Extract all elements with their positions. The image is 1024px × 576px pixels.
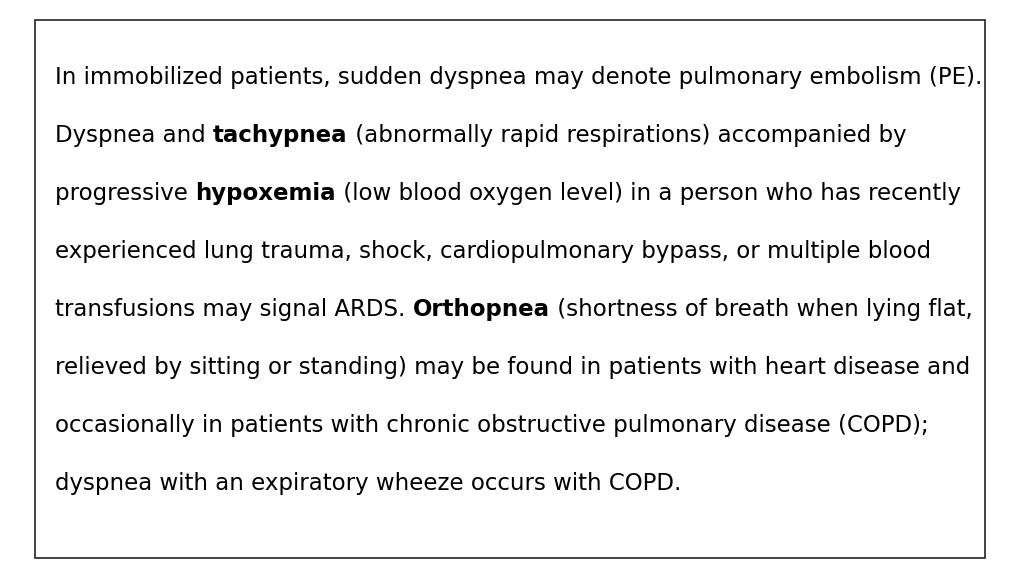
Text: (shortness of breath when lying flat,: (shortness of breath when lying flat, [550, 298, 973, 321]
Text: (low blood oxygen level) in a person who has recently: (low blood oxygen level) in a person who… [336, 182, 961, 205]
Text: Dyspnea and: Dyspnea and [55, 124, 213, 147]
Text: In immobilized patients, sudden dyspnea may denote pulmonary embolism (PE).: In immobilized patients, sudden dyspnea … [55, 66, 982, 89]
Text: Orthopnea: Orthopnea [413, 298, 550, 321]
Text: (abnormally rapid respirations) accompanied by: (abnormally rapid respirations) accompan… [347, 124, 906, 147]
Text: relieved by sitting or standing) may be found in patients with heart disease and: relieved by sitting or standing) may be … [55, 356, 971, 379]
Text: tachypnea: tachypnea [213, 124, 347, 147]
Text: hypoxemia: hypoxemia [196, 182, 336, 205]
Text: dyspnea with an expiratory wheeze occurs with COPD.: dyspnea with an expiratory wheeze occurs… [55, 472, 681, 495]
Text: occasionally in patients with chronic obstructive pulmonary disease (COPD);: occasionally in patients with chronic ob… [55, 414, 929, 437]
Text: progressive: progressive [55, 182, 196, 205]
Text: transfusions may signal ARDS.: transfusions may signal ARDS. [55, 298, 413, 321]
Text: experienced lung trauma, shock, cardiopulmonary bypass, or multiple blood: experienced lung trauma, shock, cardiopu… [55, 240, 931, 263]
